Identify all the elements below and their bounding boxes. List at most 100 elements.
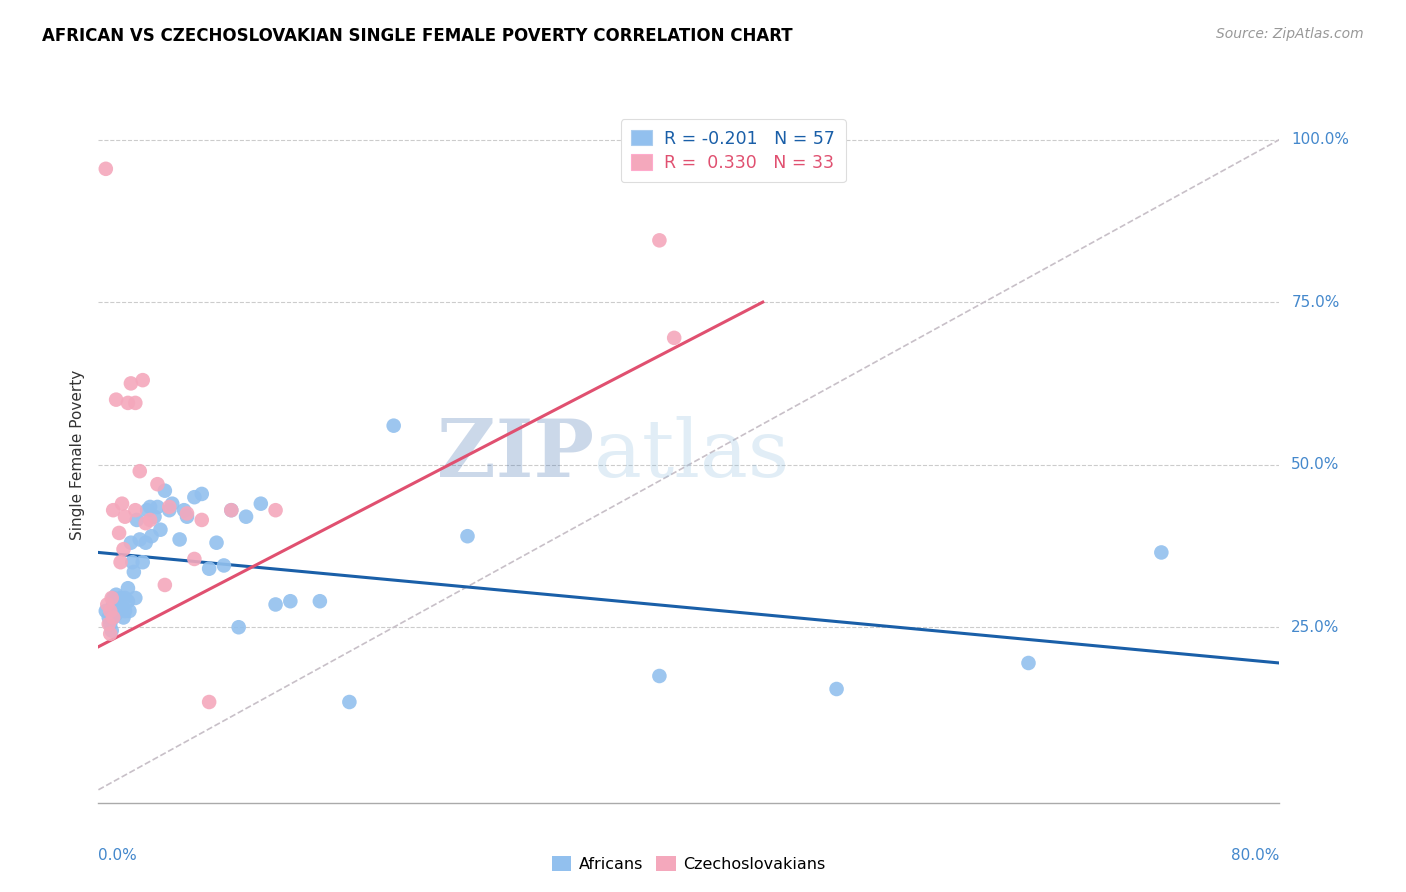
Point [176, 509, 198, 524]
Point [107, 600, 129, 615]
Point [162, 497, 183, 511]
Point [100, 624, 122, 638]
Point [309, 594, 332, 608]
Point [264, 598, 287, 612]
Point [94, 161, 117, 176]
Point [124, 591, 146, 605]
Point [1150, 545, 1173, 559]
Point [105, 392, 128, 407]
Point [114, 604, 136, 618]
Point [212, 558, 235, 573]
Point [191, 513, 214, 527]
Point [198, 562, 221, 576]
Point [121, 555, 143, 569]
Text: AFRICAN VS CZECHOSLOVAKIAN SINGLE FEMALE POVERTY CORRELATION CHART: AFRICAN VS CZECHOSLOVAKIAN SINGLE FEMALE… [42, 27, 793, 45]
Point [114, 509, 136, 524]
Point [112, 542, 135, 557]
Point [146, 477, 169, 491]
Point [173, 503, 195, 517]
Point [264, 503, 287, 517]
Point [139, 513, 162, 527]
Point [198, 695, 221, 709]
Point [183, 552, 205, 566]
Point [111, 600, 134, 615]
Text: 25.0%: 25.0% [1291, 620, 1340, 635]
Point [98, 604, 121, 618]
Point [132, 373, 155, 387]
Text: ZIP: ZIP [437, 416, 595, 494]
Point [235, 509, 257, 524]
Point [337, 695, 360, 709]
Point [111, 497, 134, 511]
Point [118, 604, 141, 618]
Point [153, 483, 176, 498]
Point [169, 533, 191, 547]
Point [94, 604, 117, 618]
Text: 100.0%: 100.0% [1291, 132, 1350, 147]
Point [97, 610, 120, 624]
Point [228, 620, 250, 634]
Point [205, 535, 228, 549]
Point [103, 503, 125, 517]
Point [120, 535, 142, 549]
Point [141, 529, 163, 543]
Point [124, 503, 146, 517]
Point [103, 610, 125, 624]
Point [153, 578, 176, 592]
Point [103, 598, 125, 612]
Point [128, 464, 150, 478]
Point [105, 588, 128, 602]
Point [98, 626, 121, 640]
Point [98, 617, 121, 632]
Point [114, 591, 136, 605]
Point [135, 516, 157, 531]
Point [1017, 656, 1039, 670]
Point [122, 565, 145, 579]
Point [132, 555, 155, 569]
Text: 0.0%: 0.0% [98, 848, 138, 863]
Point [250, 497, 273, 511]
Point [191, 487, 214, 501]
Point [103, 610, 125, 624]
Point [103, 591, 125, 605]
Point [135, 535, 157, 549]
Point [105, 607, 128, 622]
Text: atlas: atlas [595, 416, 790, 494]
Point [648, 233, 671, 247]
Point [117, 396, 139, 410]
Point [100, 591, 122, 605]
Point [219, 503, 242, 517]
Text: 80.0%: 80.0% [1232, 848, 1279, 863]
Point [149, 523, 172, 537]
Text: 75.0%: 75.0% [1291, 294, 1340, 310]
Point [108, 525, 131, 540]
Point [112, 610, 135, 624]
Point [97, 617, 120, 632]
Point [117, 581, 139, 595]
Point [139, 500, 162, 514]
Point [117, 594, 139, 608]
Point [183, 490, 205, 504]
Point [157, 503, 180, 517]
Point [146, 500, 169, 514]
Point [125, 513, 148, 527]
Point [120, 376, 142, 391]
Point [136, 503, 159, 517]
Point [648, 669, 671, 683]
Point [825, 681, 848, 696]
Point [157, 500, 180, 514]
Point [110, 591, 132, 605]
Point [96, 598, 118, 612]
Y-axis label: Single Female Poverty: Single Female Poverty [70, 370, 86, 540]
Point [110, 555, 132, 569]
Point [143, 509, 166, 524]
Text: 50.0%: 50.0% [1291, 458, 1340, 472]
Point [278, 594, 302, 608]
Legend: Africans, Czechoslovakians: Africans, Czechoslovakians [546, 850, 832, 879]
Point [128, 533, 150, 547]
Point [664, 331, 686, 345]
Text: Source: ZipAtlas.com: Source: ZipAtlas.com [1216, 27, 1364, 41]
Point [456, 529, 478, 543]
Point [124, 396, 146, 410]
Point [382, 418, 405, 433]
